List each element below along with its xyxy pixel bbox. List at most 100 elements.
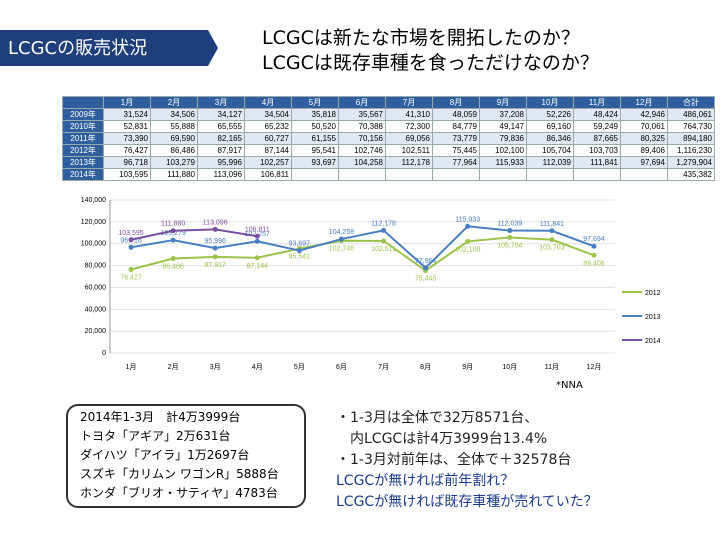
data-label: 89,406 (583, 260, 605, 267)
header-row: 1月 2月 3月 4月 5月 6月 7月 8月 9月 10月 11月 12月 合計 (62, 96, 715, 109)
headline-line: LCGCは既存車種を食っただけなのか？ (262, 52, 599, 74)
y-tick-label: 120,000 (81, 219, 106, 226)
point (212, 245, 218, 251)
point (254, 233, 260, 239)
cell: 50,520 (291, 120, 339, 133)
cell: 59,249 (573, 120, 621, 133)
cell: 35,818 (291, 108, 339, 121)
cell: 55,888 (150, 120, 198, 133)
point (212, 254, 218, 260)
cell: 49,147 (479, 120, 527, 133)
source: *NNA (556, 380, 583, 391)
cell: 1,279,904 (667, 156, 715, 169)
cell: 111,841 (573, 156, 621, 169)
cell: 93,697 (291, 156, 339, 169)
data-label: 102,100 (455, 246, 480, 253)
point (381, 227, 387, 233)
x-tick-label: 5月 (294, 363, 305, 371)
cell (432, 168, 480, 181)
chart: 0 20,000 40,000 60,000 80,000 100,000 120,000 1… (60, 188, 660, 380)
x-tick-label: 8月 (420, 363, 431, 371)
x-tick-label: 2月 (168, 363, 179, 371)
data-label: 86,486 (162, 263, 184, 270)
x-tick-label: 11月 (545, 363, 559, 371)
table-row: 2012年 76,427 86,486 87,917 87,144 95,541 102,7… (62, 144, 715, 157)
cell: 102,257 (244, 156, 292, 169)
cell: 84,779 (432, 120, 480, 133)
header-cell: 1月 (103, 96, 151, 109)
header-cell: 4月 (244, 96, 292, 109)
cell: 87,144 (244, 144, 292, 157)
cell (479, 168, 527, 181)
title: LCGCの販売状況 (8, 38, 147, 59)
table-row: 2011年 73,390 69,590 82,165 60,727 61,155 70,15… (62, 132, 715, 145)
legend-label: 2014年 (645, 336, 660, 345)
table-row: 2014年 103,595 111,880 113,096 106,811 435,382 (62, 168, 715, 181)
point (128, 237, 134, 243)
year-cell: 2013年 (62, 156, 104, 169)
cell: 65,555 (197, 120, 245, 133)
point (507, 228, 513, 234)
cell: 112,039 (526, 156, 574, 169)
header-cell: 7月 (385, 96, 433, 109)
cell: 52,226 (526, 108, 574, 121)
x-tick-label: 4月 (252, 363, 263, 371)
point (170, 237, 176, 243)
title-shape (0, 30, 218, 66)
summary-line: ホンダ「ブリオ・サティヤ」4783台 (80, 486, 278, 500)
y-tick-label: 140,000 (81, 197, 106, 204)
cell: 35,567 (338, 108, 386, 121)
header-cell: 9月 (479, 96, 527, 109)
cell: 52,831 (103, 120, 151, 133)
cell (573, 168, 621, 181)
sales-table: 1月 2月 3月 4月 5月 6月 7月 8月 9月 10月 11月 12月 合計 2009年 31,524… (62, 96, 715, 181)
header-cell: 6月 (338, 96, 386, 109)
cell: 86,346 (526, 132, 574, 145)
x-tick-label: 6月 (336, 363, 347, 371)
point (465, 238, 471, 244)
x-tick-label: 7月 (378, 363, 389, 371)
point (381, 238, 387, 244)
x-tick-label: 3月 (210, 363, 221, 371)
cell: 764,730 (667, 120, 715, 133)
point (254, 238, 260, 244)
cell: 103,595 (103, 168, 151, 181)
header-cell: 2月 (150, 96, 198, 109)
cell: 34,504 (244, 108, 292, 121)
header-cell: 12月 (620, 96, 668, 109)
cell: 89,406 (620, 144, 668, 157)
data-label: 113,096 (203, 219, 228, 226)
x-tick-label: 1月 (126, 363, 137, 371)
data-label: 93,697 (289, 241, 311, 248)
cell: 112,178 (385, 156, 433, 169)
cell: 48,424 (573, 108, 621, 121)
cell: 73,390 (103, 132, 151, 145)
cell (526, 168, 574, 181)
point (254, 255, 260, 261)
summary-box: 2014年1-3月 計4万3999台 トヨタ「アギア」2万631台 ダイハツ「アイラ… (66, 404, 306, 508)
series-line (130, 225, 595, 270)
cell (291, 168, 339, 181)
year-cell: 2011年 (62, 132, 104, 145)
cell: 486,061 (667, 108, 715, 121)
cell: 106,811 (244, 168, 292, 181)
point (170, 228, 176, 234)
point (591, 243, 597, 249)
header-cell: 合計 (667, 96, 715, 109)
data-label: 97,694 (583, 236, 605, 243)
cell: 79,836 (479, 132, 527, 145)
point (170, 255, 176, 261)
cell: 42,946 (620, 108, 668, 121)
point (549, 237, 555, 243)
cell: 48,059 (432, 108, 480, 121)
cell: 70,156 (338, 132, 386, 145)
comment: ・1-3月は全体で32万8571台、 内LCGCは計4万3999台13.4% ・1… (336, 408, 598, 513)
header-cell: 10月 (526, 96, 574, 109)
point (296, 248, 302, 254)
cell: 435,382 (667, 168, 715, 181)
cell: 105,704 (526, 144, 574, 157)
header-cell: 3月 (197, 96, 245, 109)
header-cell: 8月 (432, 96, 480, 109)
cell: 31,524 (103, 108, 151, 121)
comment-line: ・1-3月対前年は、全体で＋32578台 (336, 452, 572, 468)
